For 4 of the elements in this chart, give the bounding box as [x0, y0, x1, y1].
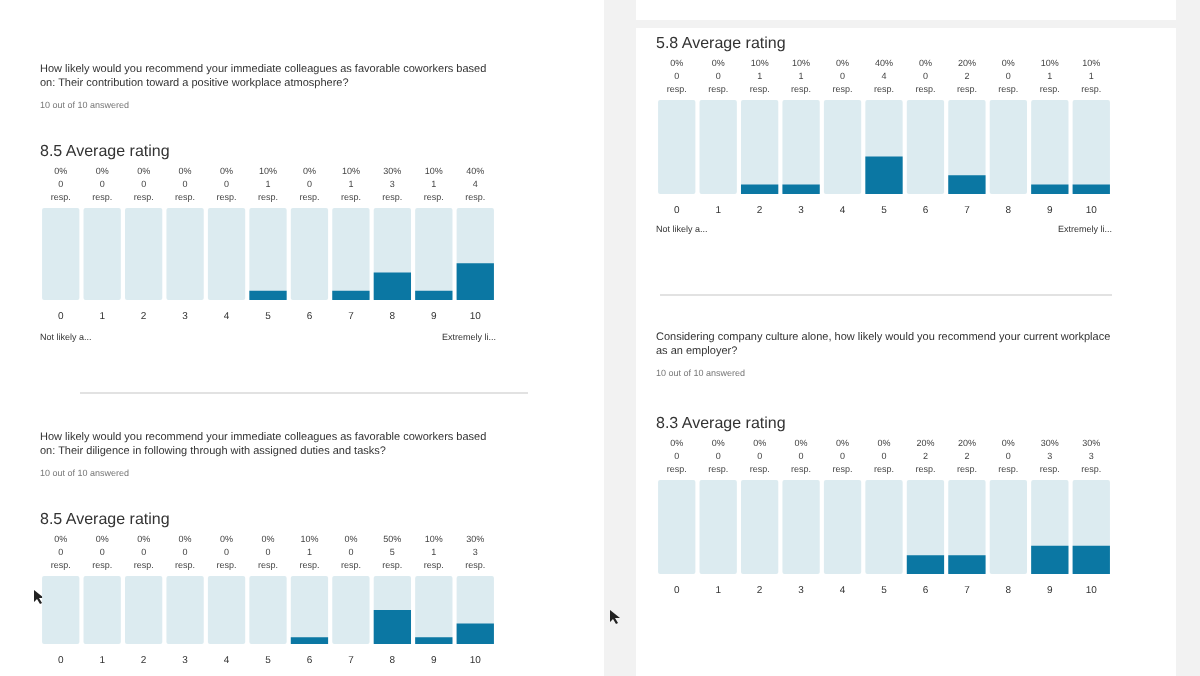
chart-title: 8.3 Average rating: [656, 414, 788, 432]
chart-title: 5.8 Average rating: [656, 34, 788, 52]
chart-title: 8.5 Average rating: [40, 510, 172, 528]
chart-title: 8.5 Average rating: [40, 142, 172, 160]
